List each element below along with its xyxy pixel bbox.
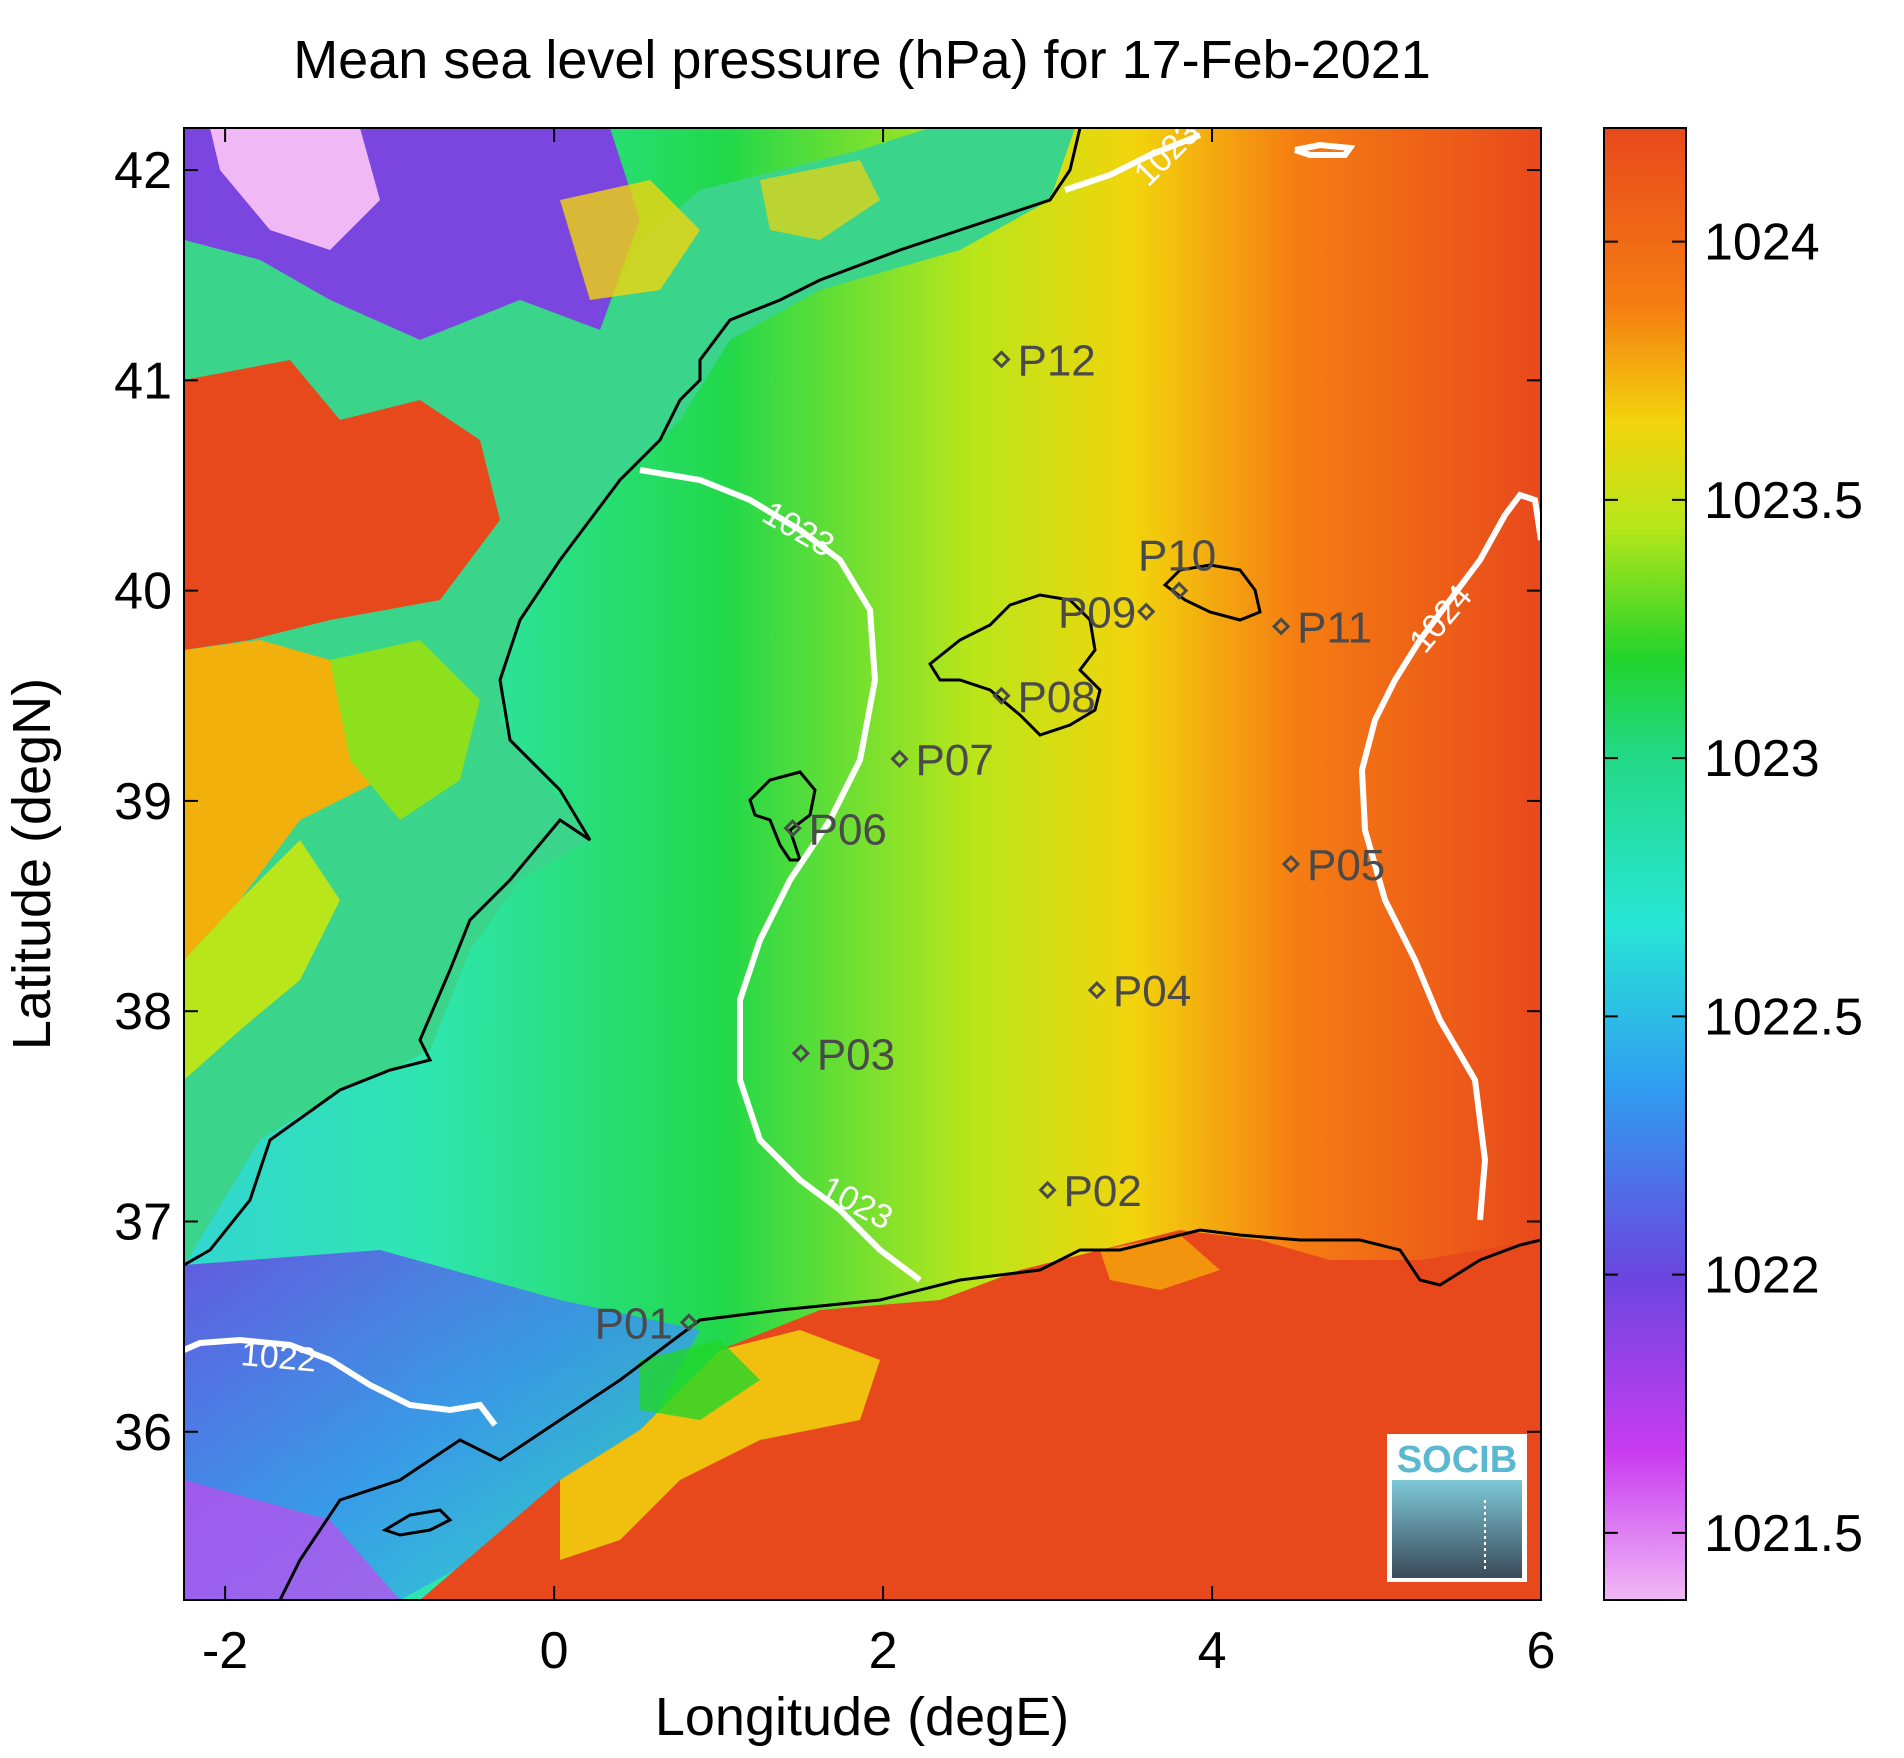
contour-label-1022: 1022 [239,1335,318,1379]
y-axis-ticks: 36 37 38 39 40 41 42 [114,142,1541,1462]
y-tick-label: 40 [114,563,172,621]
station-marker-p08 [992,686,1011,705]
station-label-p06: P06 [809,805,887,854]
station-marker-p03 [791,1044,810,1063]
station-marker-p12 [992,350,1011,369]
x-axis-label: Longitude (degE) [655,1687,1069,1747]
station-marker-p09 [1137,602,1156,621]
station-label-p03: P03 [817,1030,895,1079]
map-field: 1023 1023 1023 1024 1022 P01P02P03P04P05… [184,128,1541,1600]
contour-1023-west [639,467,922,1283]
plot-frame [183,127,1542,1601]
station-marker-p01 [679,1313,699,1332]
north-african-coastline [278,1228,1541,1600]
colorbar-ticks: 1021.5 1022 1022.5 1023 1023.5 1024 [1604,214,1863,1563]
station-label-p10: P10 [1138,532,1216,581]
socib-logo: SOCIB [1387,1434,1527,1582]
station-marker-p10 [1170,581,1189,600]
station-label-p12: P12 [1017,336,1095,385]
alboran-island-coastline [381,1508,453,1537]
station-label-p02: P02 [1064,1167,1142,1216]
mallorca-coastline [928,593,1102,737]
y-tick-label: 36 [114,1404,172,1462]
southwest-sea-low-pressure [184,1250,700,1600]
y-tick-label: 39 [114,773,172,831]
station-label-p07: P07 [916,736,994,785]
colorbar-tick-label: 1023 [1704,730,1820,788]
station-label-p05: P05 [1307,841,1385,890]
station-label-p01: P01 [595,1299,673,1348]
station-marker-p04 [1087,981,1107,1000]
colorbar [1603,127,1687,1601]
station-label-p11: P11 [1297,603,1372,652]
north-african-land [420,1230,1541,1600]
x-tick-label: 0 [540,1622,569,1680]
x-tick-label: 2 [869,1622,898,1680]
contour-1022 [184,1336,498,1427]
station-label-p08: P08 [1017,673,1095,722]
station-label-p04: P04 [1113,967,1191,1016]
station-marker-p05 [1281,854,1301,874]
colorbar-tick-label: 1023.5 [1704,472,1863,530]
station-marker-p06 [783,819,802,838]
contour-1024 [1358,491,1541,1221]
station-marker-p02 [1038,1180,1057,1200]
contour-1023-north [1064,132,1202,193]
x-tick-label: 4 [1198,1622,1227,1680]
iberian-coastline [184,128,1082,1267]
colorbar-tick-label: 1024 [1704,214,1820,272]
colorbar-tick-label: 1022.5 [1704,988,1863,1046]
colorbar-tick-label: 1022 [1704,1247,1820,1305]
station-marker-p07 [890,749,909,768]
x-axis-ticks: -2 0 2 4 6 [202,128,1555,1680]
logo-text: SOCIB [1397,1439,1517,1481]
colorbar-tick-label: 1021.5 [1704,1505,1863,1563]
station-label-p09: P09 [1058,589,1136,638]
station-marker-p11 [1271,617,1291,636]
chart-title: Mean sea level pressure (hPa) for 17-Feb… [293,30,1431,90]
y-axis-label: Latitude (degN) [2,678,62,1050]
y-tick-label: 38 [114,983,172,1041]
x-tick-label: 6 [1527,1622,1556,1680]
contour-small-loop [1294,141,1356,158]
menorca-coastline [1162,563,1262,622]
x-tick-label: -2 [202,1622,248,1680]
y-tick-label: 37 [114,1193,172,1251]
y-tick-label: 42 [114,142,172,200]
y-tick-label: 41 [114,352,172,410]
